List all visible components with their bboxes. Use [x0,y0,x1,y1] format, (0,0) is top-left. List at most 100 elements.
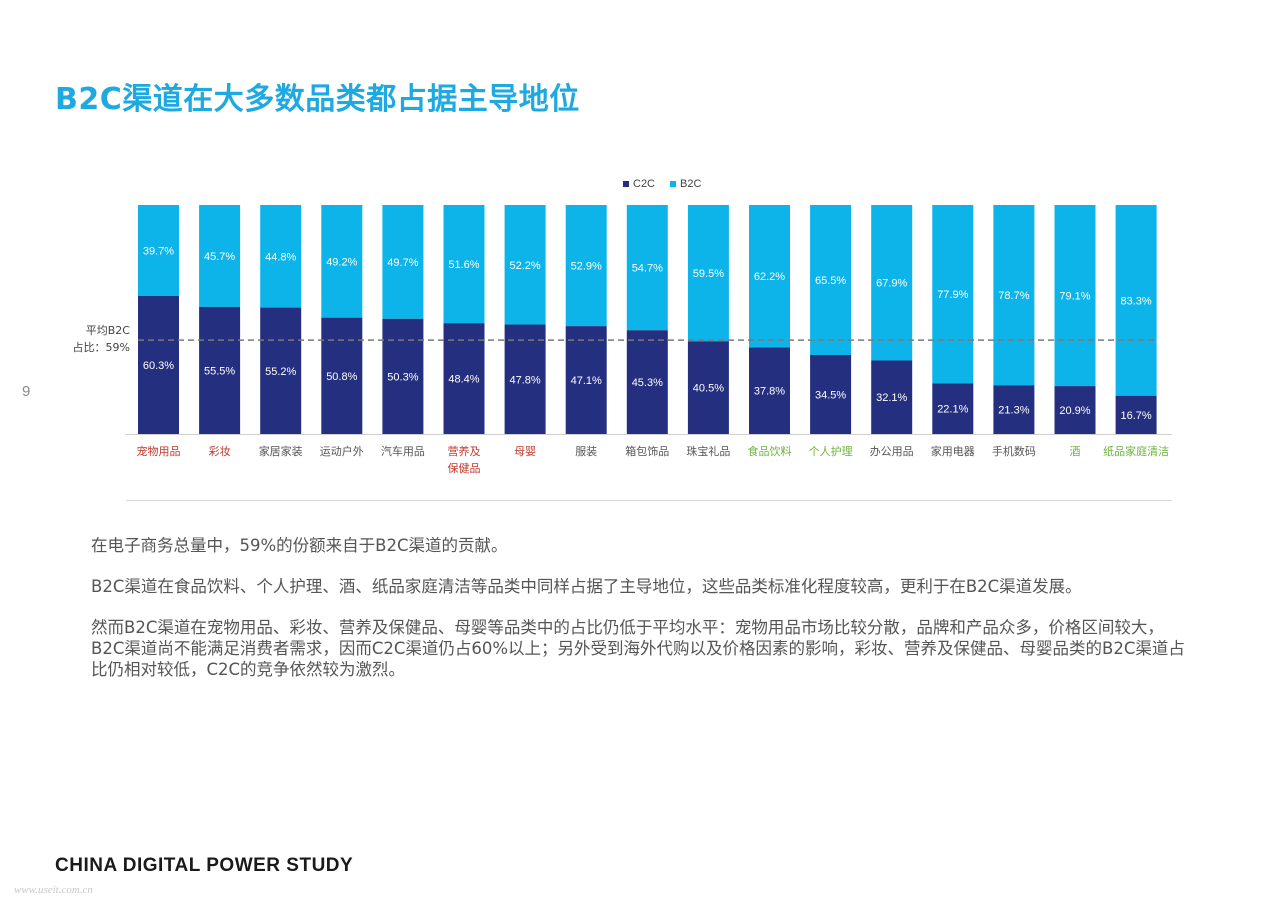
category-label: 珠宝礼品 [686,444,730,458]
bar-c2c [382,318,424,434]
category-label: 手机数码 [992,444,1036,458]
reference-label-line1: 平均B2C [86,324,131,337]
category-label: 营养及 [448,444,481,458]
data-label-b2c: 65.5% [815,275,846,287]
bar-b2c [443,205,485,324]
data-label-c2c: 47.8% [509,374,540,386]
bar-b2c [382,205,424,319]
bar-b2c [626,205,668,331]
data-label-c2c: 47.1% [571,375,602,387]
stacked-bar-chart: C2C B2C 39.7% 60.3% 宠物用品 45.7% 55.5% 彩妆 44.8% 55.… [73,178,1172,501]
bar-c2c [749,347,790,434]
category-label: 食品饮料 [748,444,792,458]
bar-c2c [260,307,302,434]
bar-b2c [810,205,852,355]
data-label-c2c: 34.5% [815,389,846,401]
legend-swatch-c2c [623,181,629,187]
data-label-b2c: 54.7% [632,263,663,275]
bar-c2c [932,383,974,434]
bar-b2c [321,205,363,318]
data-label-b2c: 49.7% [387,257,418,269]
data-label-c2c: 55.5% [204,365,235,377]
watermark: www.useit.com.cn [14,884,93,896]
data-label-c2c: 16.7% [1120,410,1151,422]
data-label-b2c: 62.2% [754,271,785,283]
data-label-c2c: 37.8% [754,386,785,398]
bar-c2c [687,341,729,434]
category-label: 纸品家庭清洁 [1103,444,1169,458]
data-label-c2c: 21.3% [998,405,1029,417]
data-label-c2c: 40.5% [693,383,724,395]
bar-c2c [138,295,179,434]
category-label: 宠物用品 [137,444,181,458]
bar-b2c [138,205,179,296]
category-label: 个人护理 [809,444,853,458]
data-label-b2c: 44.8% [265,251,296,263]
category-label: 彩妆 [209,445,231,458]
bar-c2c [993,385,1035,434]
bar-b2c [504,205,546,325]
bar-b2c [1115,205,1157,396]
legend-label-c2c: C2C [633,178,655,190]
bar-c2c [626,330,668,434]
category-label: 运动户外 [320,444,364,458]
category-label: 箱包饰品 [625,444,669,458]
data-label-c2c: 22.1% [937,404,968,416]
category-label: 酒 [1070,445,1081,458]
paragraph-2: B2C渠道在食品饮料、个人护理、酒、纸品家庭清洁等品类中同样占据了主导地位，这些… [91,577,1082,596]
bar-c2c [1054,386,1096,434]
category-label: 办公用品 [870,445,914,458]
bar-c2c [810,354,852,434]
data-label-c2c: 50.8% [326,371,357,383]
data-label-c2c: 45.3% [632,377,663,389]
data-label-b2c: 59.5% [693,268,724,280]
data-label-c2c: 32.1% [876,392,907,404]
category-label: 母婴 [514,445,536,458]
data-label-c2c: 50.3% [387,371,418,383]
data-label-b2c: 79.1% [1059,291,1090,303]
data-label-b2c: 52.9% [571,261,602,273]
body-text: 在电子商务总量中，59%的份额来自于B2C渠道的贡献。 B2C渠道在食品饮料、个… [91,535,1186,700]
data-label-b2c: 83.3% [1120,295,1151,307]
bar-c2c [565,326,607,434]
data-label-c2c: 55.2% [265,366,296,378]
bar-c2c [871,360,913,434]
data-label-c2c: 48.4% [448,374,479,386]
reference-label-line2: 占比：59% [73,340,130,354]
data-label-b2c: 49.2% [326,256,357,268]
page-number: 9 [22,383,31,400]
data-label-b2c: 45.7% [204,251,235,263]
category-label: 家用电器 [931,444,975,458]
bar-c2c [1115,395,1157,434]
bar-c2c [443,323,485,434]
data-label-b2c: 52.2% [509,260,540,272]
bar-b2c [871,205,913,361]
bar-c2c [199,306,241,434]
bar-b2c [932,205,974,384]
bar-b2c [749,205,790,348]
bar-b2c [260,205,302,308]
data-label-b2c: 67.9% [876,278,907,290]
data-label-c2c: 60.3% [143,360,174,372]
bar-c2c [504,324,546,434]
bar-b2c [687,205,729,342]
bar-b2c [565,205,607,327]
page-title: B2C渠道在大多数品类都占据主导地位 [55,82,580,117]
category-label: 服装 [575,445,597,458]
bar-b2c [1054,205,1096,387]
paragraph-1: 在电子商务总量中，59%的份额来自于B2C渠道的贡献。 [91,536,508,555]
category-label: 家居家装 [259,444,303,458]
data-label-b2c: 78.7% [998,290,1029,302]
category-label: 汽车用品 [381,444,425,458]
data-label-c2c: 20.9% [1059,405,1090,417]
paragraph-3: 然而B2C渠道在宠物用品、彩妆、营养及保健品、母婴等品类中的占比仍低于平均水平：… [91,618,1185,679]
bar-b2c [199,205,241,307]
bar-c2c [321,317,363,434]
category-label: 保健品 [448,461,481,475]
legend-swatch-b2c [670,181,676,187]
bar-b2c [993,205,1035,386]
legend-label-b2c: B2C [680,178,701,190]
data-label-b2c: 77.9% [937,289,968,301]
data-label-b2c: 39.7% [143,245,174,257]
footer-brand: CHINA DIGITAL POWER STUDY [55,855,354,876]
